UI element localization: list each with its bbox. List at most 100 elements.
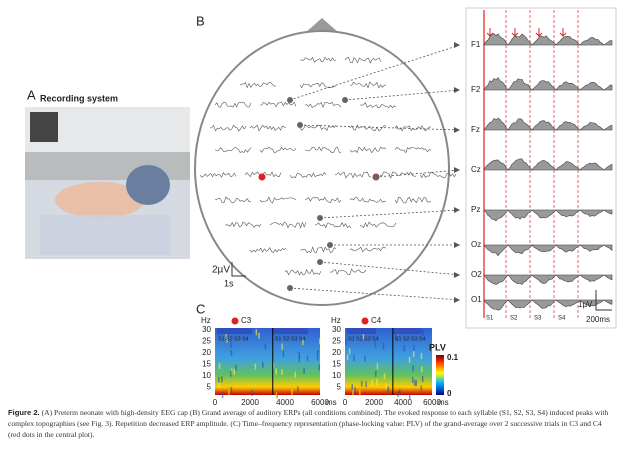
- nose: [305, 18, 339, 33]
- syllable-label: S3: [534, 316, 542, 322]
- syllable-label: S2: [510, 316, 518, 322]
- caption-text: (A) Preterm neonate with high-density EE…: [8, 408, 609, 439]
- syllable-label: S4: [372, 336, 379, 342]
- spectrogram-texture: [262, 361, 264, 368]
- caption-label: Figure 2.: [8, 408, 40, 417]
- spectrogram-texture: [281, 368, 283, 375]
- syllable-label: S3: [411, 336, 418, 342]
- spectrogram-texture: [302, 339, 304, 346]
- peak-arrow: [535, 28, 543, 38]
- panel-label: B: [196, 13, 205, 28]
- spectrogram-texture: [225, 331, 227, 338]
- y-tick-label: 30: [202, 325, 211, 334]
- y-unit: Hz: [331, 316, 341, 325]
- channel-label: O1: [471, 295, 482, 304]
- spectrogram-texture: [297, 386, 299, 393]
- channel-label: Pz: [471, 205, 480, 214]
- eeg-trace: [199, 172, 237, 178]
- eeg-trace: [214, 147, 252, 153]
- spectrogram-texture: [228, 389, 230, 396]
- eeg-trace: [239, 81, 277, 89]
- eeg-trace: [299, 56, 337, 63]
- spectrogram-texture: [398, 389, 401, 396]
- spectrogram-texture: [318, 364, 321, 371]
- channel-label: Fz: [471, 125, 480, 134]
- eeg-trace: [349, 81, 387, 89]
- y-tick-label: 10: [332, 371, 341, 380]
- arrowhead: [454, 167, 460, 173]
- spectrogram-texture: [218, 382, 220, 389]
- scale-label: 1µV: [578, 300, 593, 309]
- panel-title: Recording system: [40, 93, 118, 103]
- spectrogram-texture: [354, 387, 356, 394]
- electrode-label: C4: [371, 316, 382, 325]
- arrowhead: [454, 42, 460, 48]
- eeg-trace: [259, 146, 297, 154]
- spectrogram-texture: [353, 355, 355, 362]
- arrowhead: [454, 207, 460, 213]
- erp-traces: [483, 10, 613, 318]
- spectrogram-texture: [387, 386, 389, 393]
- arrowhead: [454, 297, 460, 303]
- spectrogram-texture: [421, 366, 423, 373]
- eeg-trace: [394, 146, 432, 154]
- spectrogram-texture: [374, 370, 377, 377]
- spectrogram-texture: [218, 376, 220, 383]
- eeg-trace: [284, 268, 322, 276]
- spectrogram-texture: [408, 356, 411, 363]
- spectrogram-texture: [346, 354, 349, 361]
- spectrogram-texture: [294, 371, 297, 378]
- spectrogram-texture: [352, 389, 354, 396]
- spectrogram-texture: [421, 375, 424, 382]
- eeg-trace: [314, 221, 352, 229]
- syllable-label: S4: [242, 336, 249, 342]
- spectrogram-texture: [408, 393, 411, 400]
- syllable-label: S1: [218, 336, 225, 342]
- y-tick-label: 10: [202, 371, 211, 380]
- spectrogram-texture: [230, 342, 232, 349]
- spectrogram-texture: [221, 376, 223, 383]
- spectrogram-texture: [382, 342, 385, 349]
- spectrogram-texture: [303, 367, 305, 374]
- eeg-trace: [259, 196, 297, 204]
- spectrogram-texture: [254, 363, 257, 370]
- x-tick-label: 6000: [423, 398, 441, 405]
- arrows: [287, 42, 461, 303]
- eeg-trace: [214, 196, 252, 204]
- eeg-trace: [349, 246, 387, 253]
- eeg-trace: [334, 171, 372, 179]
- erp-trace: [483, 76, 613, 91]
- arrow: [319, 261, 461, 276]
- spectrogram-texture: [316, 354, 319, 361]
- eeg-trace: [379, 171, 417, 179]
- colorbar: [436, 355, 444, 395]
- spectrogram-texture: [272, 362, 275, 369]
- head-traces: [199, 56, 457, 276]
- erp-trace: [483, 33, 613, 46]
- syllable-label: S1: [486, 316, 494, 322]
- syllable-label: S2: [283, 336, 290, 342]
- syllable-label: S4: [558, 316, 566, 322]
- eeg-trace: [209, 124, 247, 132]
- eeg-trace: [289, 172, 327, 179]
- eeg-trace: [329, 268, 367, 276]
- channel-label: O2: [471, 270, 482, 279]
- spectrogram-texture: [365, 381, 367, 388]
- eeg-trace: [304, 101, 342, 109]
- eeg-trace: [299, 82, 337, 89]
- x-tick-label: 0: [343, 398, 348, 405]
- y-tick-label: 25: [332, 337, 341, 346]
- spectrogram-texture: [255, 329, 258, 336]
- eeg-trace: [394, 196, 432, 204]
- y-tick-label: 30: [332, 325, 341, 334]
- x-tick-label: 4000: [276, 398, 294, 405]
- erp-trace: [483, 274, 613, 285]
- channel-label: F1: [471, 40, 481, 49]
- eeg-trace: [359, 102, 397, 109]
- spectrogram-texture: [226, 336, 228, 343]
- spectrogram-texture: [360, 380, 363, 387]
- spectrogram-texture: [221, 392, 224, 399]
- arrowhead: [454, 87, 460, 93]
- scale-label: 200ms: [586, 315, 610, 324]
- eeg-trace: [304, 146, 342, 154]
